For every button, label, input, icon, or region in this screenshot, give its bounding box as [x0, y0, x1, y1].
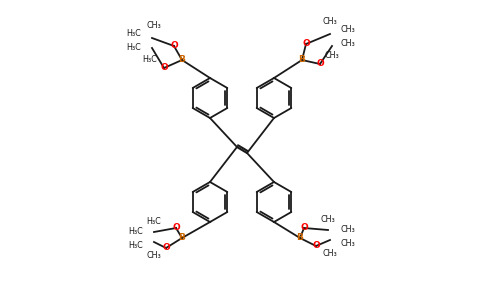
Text: O: O	[300, 224, 308, 232]
Text: CH₃: CH₃	[320, 215, 335, 224]
Text: CH₃: CH₃	[341, 239, 355, 248]
Text: CH₃: CH₃	[341, 26, 355, 34]
Text: O: O	[162, 244, 170, 253]
Text: O: O	[316, 59, 324, 68]
Text: H₃C: H₃C	[129, 227, 143, 236]
Text: CH₃: CH₃	[325, 52, 339, 61]
Text: O: O	[172, 224, 180, 232]
Text: CH₃: CH₃	[147, 22, 161, 31]
Text: H₃C: H₃C	[129, 242, 143, 250]
Text: CH₃: CH₃	[323, 250, 337, 259]
Text: CH₃: CH₃	[341, 40, 355, 49]
Text: O: O	[160, 64, 168, 73]
Text: O: O	[312, 242, 320, 250]
Text: H₃C: H₃C	[147, 218, 161, 226]
Text: H₃C: H₃C	[127, 44, 141, 52]
Text: B: B	[299, 56, 305, 64]
Text: H₃C: H₃C	[143, 56, 157, 64]
Text: B: B	[297, 233, 303, 242]
Text: CH₃: CH₃	[323, 17, 337, 26]
Text: B: B	[179, 233, 185, 242]
Text: B: B	[179, 56, 185, 64]
Text: CH₃: CH₃	[341, 226, 355, 235]
Text: H₃C: H₃C	[127, 29, 141, 38]
Text: O: O	[170, 41, 178, 50]
Text: O: O	[302, 40, 310, 49]
Text: CH₃: CH₃	[147, 251, 161, 260]
